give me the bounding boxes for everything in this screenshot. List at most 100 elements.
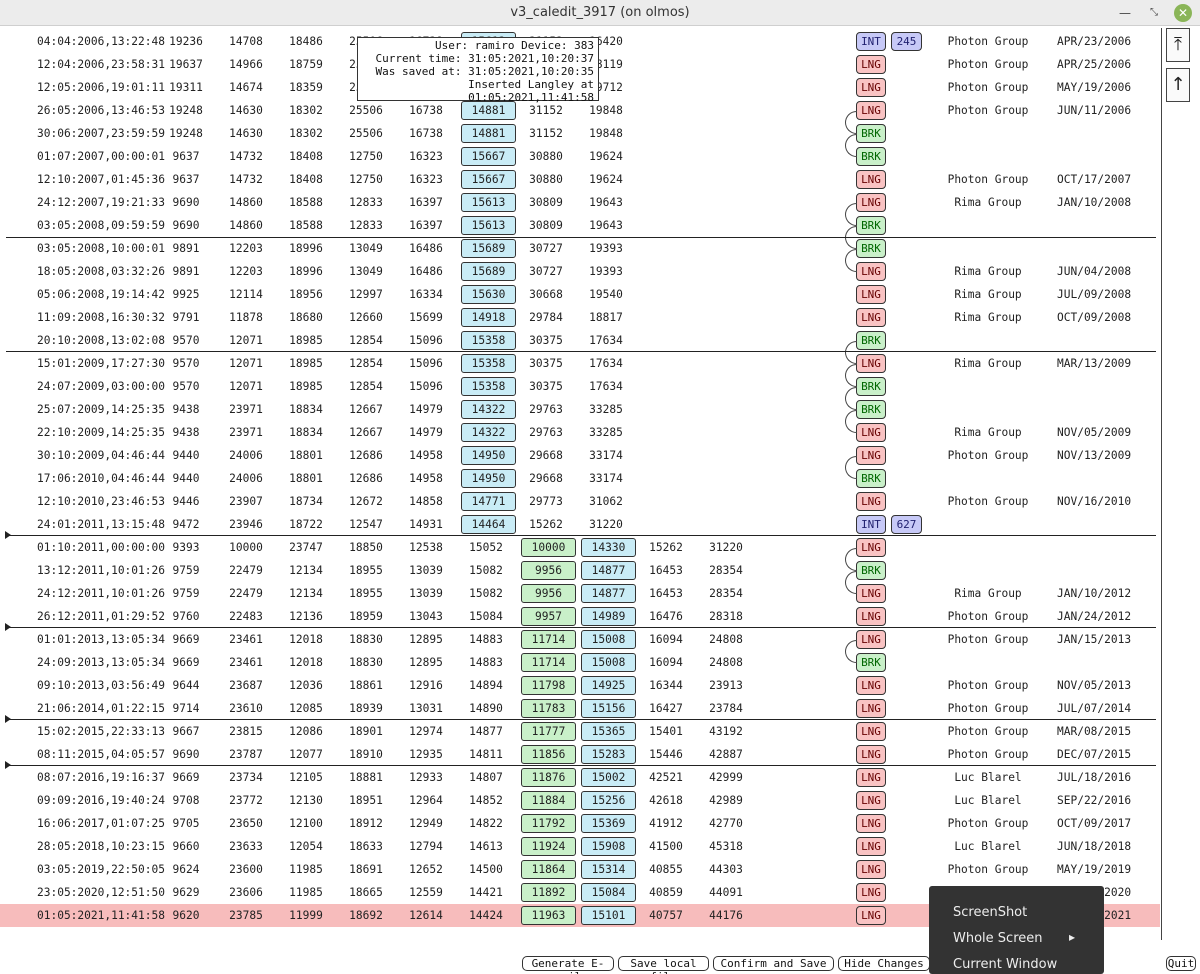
table-row[interactable]: 08:07:2016,19:16:37 9669 23734 12105 18881 12… — [0, 766, 1160, 789]
editable-value-box[interactable]: 11777 — [521, 722, 576, 741]
type-tag-brk[interactable]: BRK — [856, 216, 886, 235]
ctx-item-whole-screen[interactable]: Whole Screen — [953, 931, 1043, 946]
type-tag-lng[interactable]: LNG — [856, 446, 886, 465]
editable-value-box[interactable]: 14322 — [461, 400, 516, 419]
editable-value-box[interactable]: 15008 — [581, 630, 636, 649]
table-row[interactable]: 26:12:2011,01:29:52 9760 22483 12136 18959 13… — [0, 605, 1160, 628]
editable-value-box[interactable]: 11864 — [521, 860, 576, 879]
editable-value-box[interactable]: 15630 — [461, 285, 516, 304]
table-row[interactable]: 18:05:2008,03:32:26 9891 12203 18996 13049 16… — [0, 260, 1160, 283]
type-tag-lng[interactable]: LNG — [856, 607, 886, 626]
table-row[interactable]: 11:09:2008,16:30:32 9791 11878 18680 12660 15… — [0, 306, 1160, 329]
editable-value-box[interactable]: 14950 — [461, 469, 516, 488]
table-row[interactable]: 03:05:2008,09:59:59 9690 14860 18588 12833 16… — [0, 214, 1160, 237]
type-tag-brk[interactable]: BRK — [856, 377, 886, 396]
editable-value-box[interactable]: 14881 — [461, 124, 516, 143]
editable-value-box[interactable]: 15613 — [461, 216, 516, 235]
ctx-item-screenshot[interactable]: ScreenShot — [953, 905, 1028, 920]
type-tag-lng[interactable]: LNG — [856, 101, 886, 120]
hide-changes-button[interactable]: Hide Changes — [838, 956, 930, 971]
editable-value-box[interactable]: 15908 — [581, 837, 636, 856]
editable-value-box[interactable]: 14330 — [581, 538, 636, 557]
table-row[interactable]: 28:05:2018,10:23:15 9660 23633 12054 18633 12… — [0, 835, 1160, 858]
editable-value-box[interactable]: 14925 — [581, 676, 636, 695]
type-tag-brk[interactable]: BRK — [856, 469, 886, 488]
confirm-and-save-button[interactable]: Confirm and Save — [713, 956, 834, 971]
table-row[interactable]: 24:01:2011,13:15:48 9472 23946 18722 12547 14… — [0, 513, 1160, 536]
table-row[interactable]: 24:07:2009,03:00:00 9570 12071 18985 12854 15… — [0, 375, 1160, 398]
editable-value-box[interactable]: 14771 — [461, 492, 516, 511]
editable-value-box[interactable]: 15365 — [581, 722, 636, 741]
type-tag-brk[interactable]: BRK — [856, 400, 886, 419]
type-tag-lng[interactable]: LNG — [856, 768, 886, 787]
type-tag-brk[interactable]: BRK — [856, 561, 886, 580]
table-row[interactable]: 15:01:2009,17:27:30 9570 12071 18985 12854 15… — [0, 352, 1160, 375]
type-tag-lng[interactable]: LNG — [856, 308, 886, 327]
table-row[interactable]: 22:10:2009,14:25:35 9438 23971 18834 12667 14… — [0, 421, 1160, 444]
table-row[interactable]: 25:07:2009,14:25:35 9438 23971 18834 12667 14… — [0, 398, 1160, 421]
table-row[interactable]: 24:12:2011,10:01:26 9759 22479 12134 18955 13… — [0, 582, 1160, 605]
editable-value-box[interactable]: 15314 — [581, 860, 636, 879]
editable-value-box[interactable]: 15369 — [581, 814, 636, 833]
table-row[interactable]: 12:10:2007,01:45:36 9637 14732 18408 12750 16… — [0, 168, 1160, 191]
table-row[interactable]: 03:05:2008,10:00:01 9891 12203 18996 13049 16… — [0, 237, 1160, 260]
table-row[interactable]: 03:05:2019,22:50:05 9624 23600 11985 18691 12… — [0, 858, 1160, 881]
type-tag-lng[interactable]: LNG — [856, 630, 886, 649]
editable-value-box[interactable]: 15689 — [461, 239, 516, 258]
scroll-top-icon[interactable]: ⤒ — [1166, 28, 1190, 62]
type-tag-lng[interactable]: LNG — [856, 699, 886, 718]
table-row[interactable]: 05:06:2008,19:14:42 9925 12114 18956 12997 16… — [0, 283, 1160, 306]
editable-value-box[interactable]: 15613 — [461, 193, 516, 212]
editable-value-box[interactable]: 11876 — [521, 768, 576, 787]
type-tag-lng[interactable]: LNG — [856, 262, 886, 281]
type-tag-lng[interactable]: LNG — [856, 193, 886, 212]
editable-value-box[interactable]: 10000 — [521, 538, 576, 557]
editable-value-box[interactable]: 11963 — [521, 906, 576, 925]
editable-value-box[interactable]: 11783 — [521, 699, 576, 718]
editable-value-box[interactable]: 15667 — [461, 170, 516, 189]
editable-value-box[interactable]: 14322 — [461, 423, 516, 442]
type-tag-int[interactable]: INT — [856, 32, 886, 51]
type-tag-lng[interactable]: LNG — [856, 722, 886, 741]
type-tag-lng[interactable]: LNG — [856, 814, 886, 833]
editable-value-box[interactable]: 14918 — [461, 308, 516, 327]
editable-value-box[interactable]: 14881 — [461, 101, 516, 120]
editable-value-box[interactable]: 15002 — [581, 768, 636, 787]
type-tag-lng[interactable]: LNG — [856, 906, 886, 925]
editable-value-box[interactable]: 14950 — [461, 446, 516, 465]
type-tag-lng[interactable]: LNG — [856, 837, 886, 856]
table-row[interactable]: 09:10:2013,03:56:49 9644 23687 12036 18861 12… — [0, 674, 1160, 697]
maximize-icon[interactable]: ⤡ — [1150, 7, 1158, 18]
table-row[interactable]: 12:10:2010,23:46:53 9446 23907 18734 12672 14… — [0, 490, 1160, 513]
type-tag-lng[interactable]: LNG — [856, 354, 886, 373]
table-row[interactable]: 21:06:2014,01:22:15 9714 23610 12085 18939 13… — [0, 697, 1160, 720]
editable-value-box[interactable]: 15358 — [461, 377, 516, 396]
editable-value-box[interactable]: 15156 — [581, 699, 636, 718]
editable-value-box[interactable]: 11714 — [521, 653, 576, 672]
editable-value-box[interactable]: 11798 — [521, 676, 576, 695]
quit-button[interactable]: Quit — [1166, 956, 1196, 971]
editable-value-box[interactable]: 14877 — [581, 584, 636, 603]
type-tag-brk[interactable]: BRK — [856, 653, 886, 672]
editable-value-box[interactable]: 15084 — [581, 883, 636, 902]
editable-value-box[interactable]: 15358 — [461, 331, 516, 350]
table-row[interactable]: 15:02:2015,22:33:13 9667 23815 12086 18901 12… — [0, 720, 1160, 743]
editable-value-box[interactable]: 15008 — [581, 653, 636, 672]
table-row[interactable]: 30:06:2007,23:59:59 19248 14630 18302 25506 1… — [0, 122, 1160, 145]
editable-value-box[interactable]: 11856 — [521, 745, 576, 764]
type-tag-int[interactable]: INT — [856, 515, 886, 534]
table-row[interactable]: 17:06:2010,04:46:44 9440 24006 18801 12686 14… — [0, 467, 1160, 490]
table-row[interactable]: 08:11:2015,04:05:57 9690 23787 12077 18910 12… — [0, 743, 1160, 766]
editable-value-box[interactable]: 9956 — [521, 584, 576, 603]
table-row[interactable]: 01:10:2011,00:00:00 9393 10000 23747 18850 12… — [0, 536, 1160, 559]
close-icon[interactable]: ✕ — [1174, 4, 1192, 22]
type-tag-lng[interactable]: LNG — [856, 78, 886, 97]
type-tag-lng[interactable]: LNG — [856, 676, 886, 695]
scroll-up-icon[interactable]: ↑ — [1166, 68, 1190, 102]
editable-value-box[interactable]: 15667 — [461, 147, 516, 166]
editable-value-box[interactable]: 15689 — [461, 262, 516, 281]
type-tag-lng[interactable]: LNG — [856, 538, 886, 557]
type-tag-lng[interactable]: LNG — [856, 745, 886, 764]
editable-value-box[interactable]: 15283 — [581, 745, 636, 764]
type-tag-lng[interactable]: LNG — [856, 584, 886, 603]
